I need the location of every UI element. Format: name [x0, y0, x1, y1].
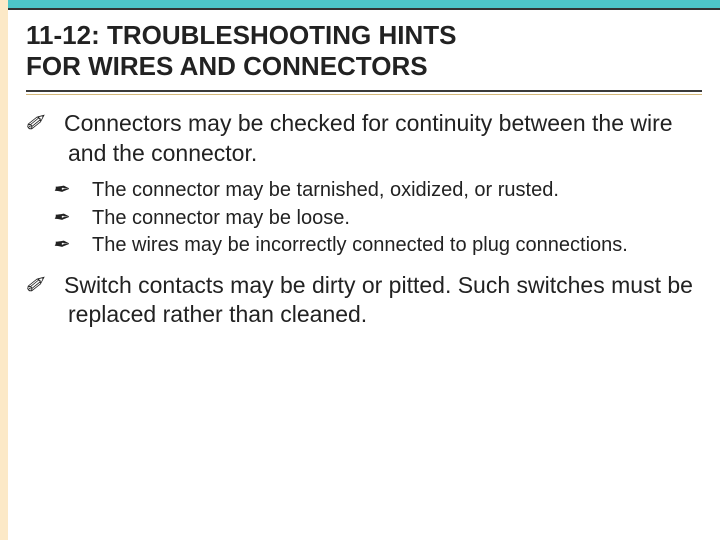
- pencil-icon: ✐: [46, 271, 64, 300]
- top-accent-bar: [0, 0, 720, 10]
- pencil-icon: ✐: [46, 109, 64, 138]
- bullet-text: The connector may be tarnished, oxidized…: [92, 179, 559, 201]
- nib-icon: ✒: [74, 206, 92, 232]
- bullet-l2: ✒The wires may be incorrectly connected …: [68, 233, 702, 259]
- nib-icon: ✒: [74, 178, 92, 204]
- content-area: ✐Connectors may be checked for continuit…: [26, 109, 702, 330]
- sub-bullet-group: ✒The connector may be tarnished, oxidize…: [68, 178, 702, 259]
- rule-dark: [26, 90, 702, 92]
- bullet-l2: ✒The connector may be tarnished, oxidize…: [68, 178, 702, 204]
- bullet-text: The connector may be loose.: [92, 207, 350, 229]
- title-line-2: FOR WIRES AND CONNECTORS: [26, 51, 428, 81]
- bullet-text: The wires may be incorrectly connected t…: [92, 234, 628, 256]
- bullet-l1: ✐Switch contacts may be dirty or pitted.…: [30, 271, 702, 330]
- left-stripe: [0, 0, 8, 540]
- title-line-1: 11-12: TROUBLESHOOTING HINTS: [26, 20, 457, 50]
- slide-body: 11-12: TROUBLESHOOTING HINTS FOR WIRES A…: [8, 10, 720, 540]
- bullet-l1: ✐Connectors may be checked for continuit…: [30, 109, 702, 168]
- slide-title: 11-12: TROUBLESHOOTING HINTS FOR WIRES A…: [26, 20, 702, 82]
- bullet-l2: ✒The connector may be loose.: [68, 206, 702, 232]
- rule-tan: [26, 94, 702, 95]
- bullet-text: Connectors may be checked for continuity…: [64, 110, 673, 165]
- bullet-text: Switch contacts may be dirty or pitted. …: [64, 272, 693, 327]
- nib-icon: ✒: [74, 233, 92, 259]
